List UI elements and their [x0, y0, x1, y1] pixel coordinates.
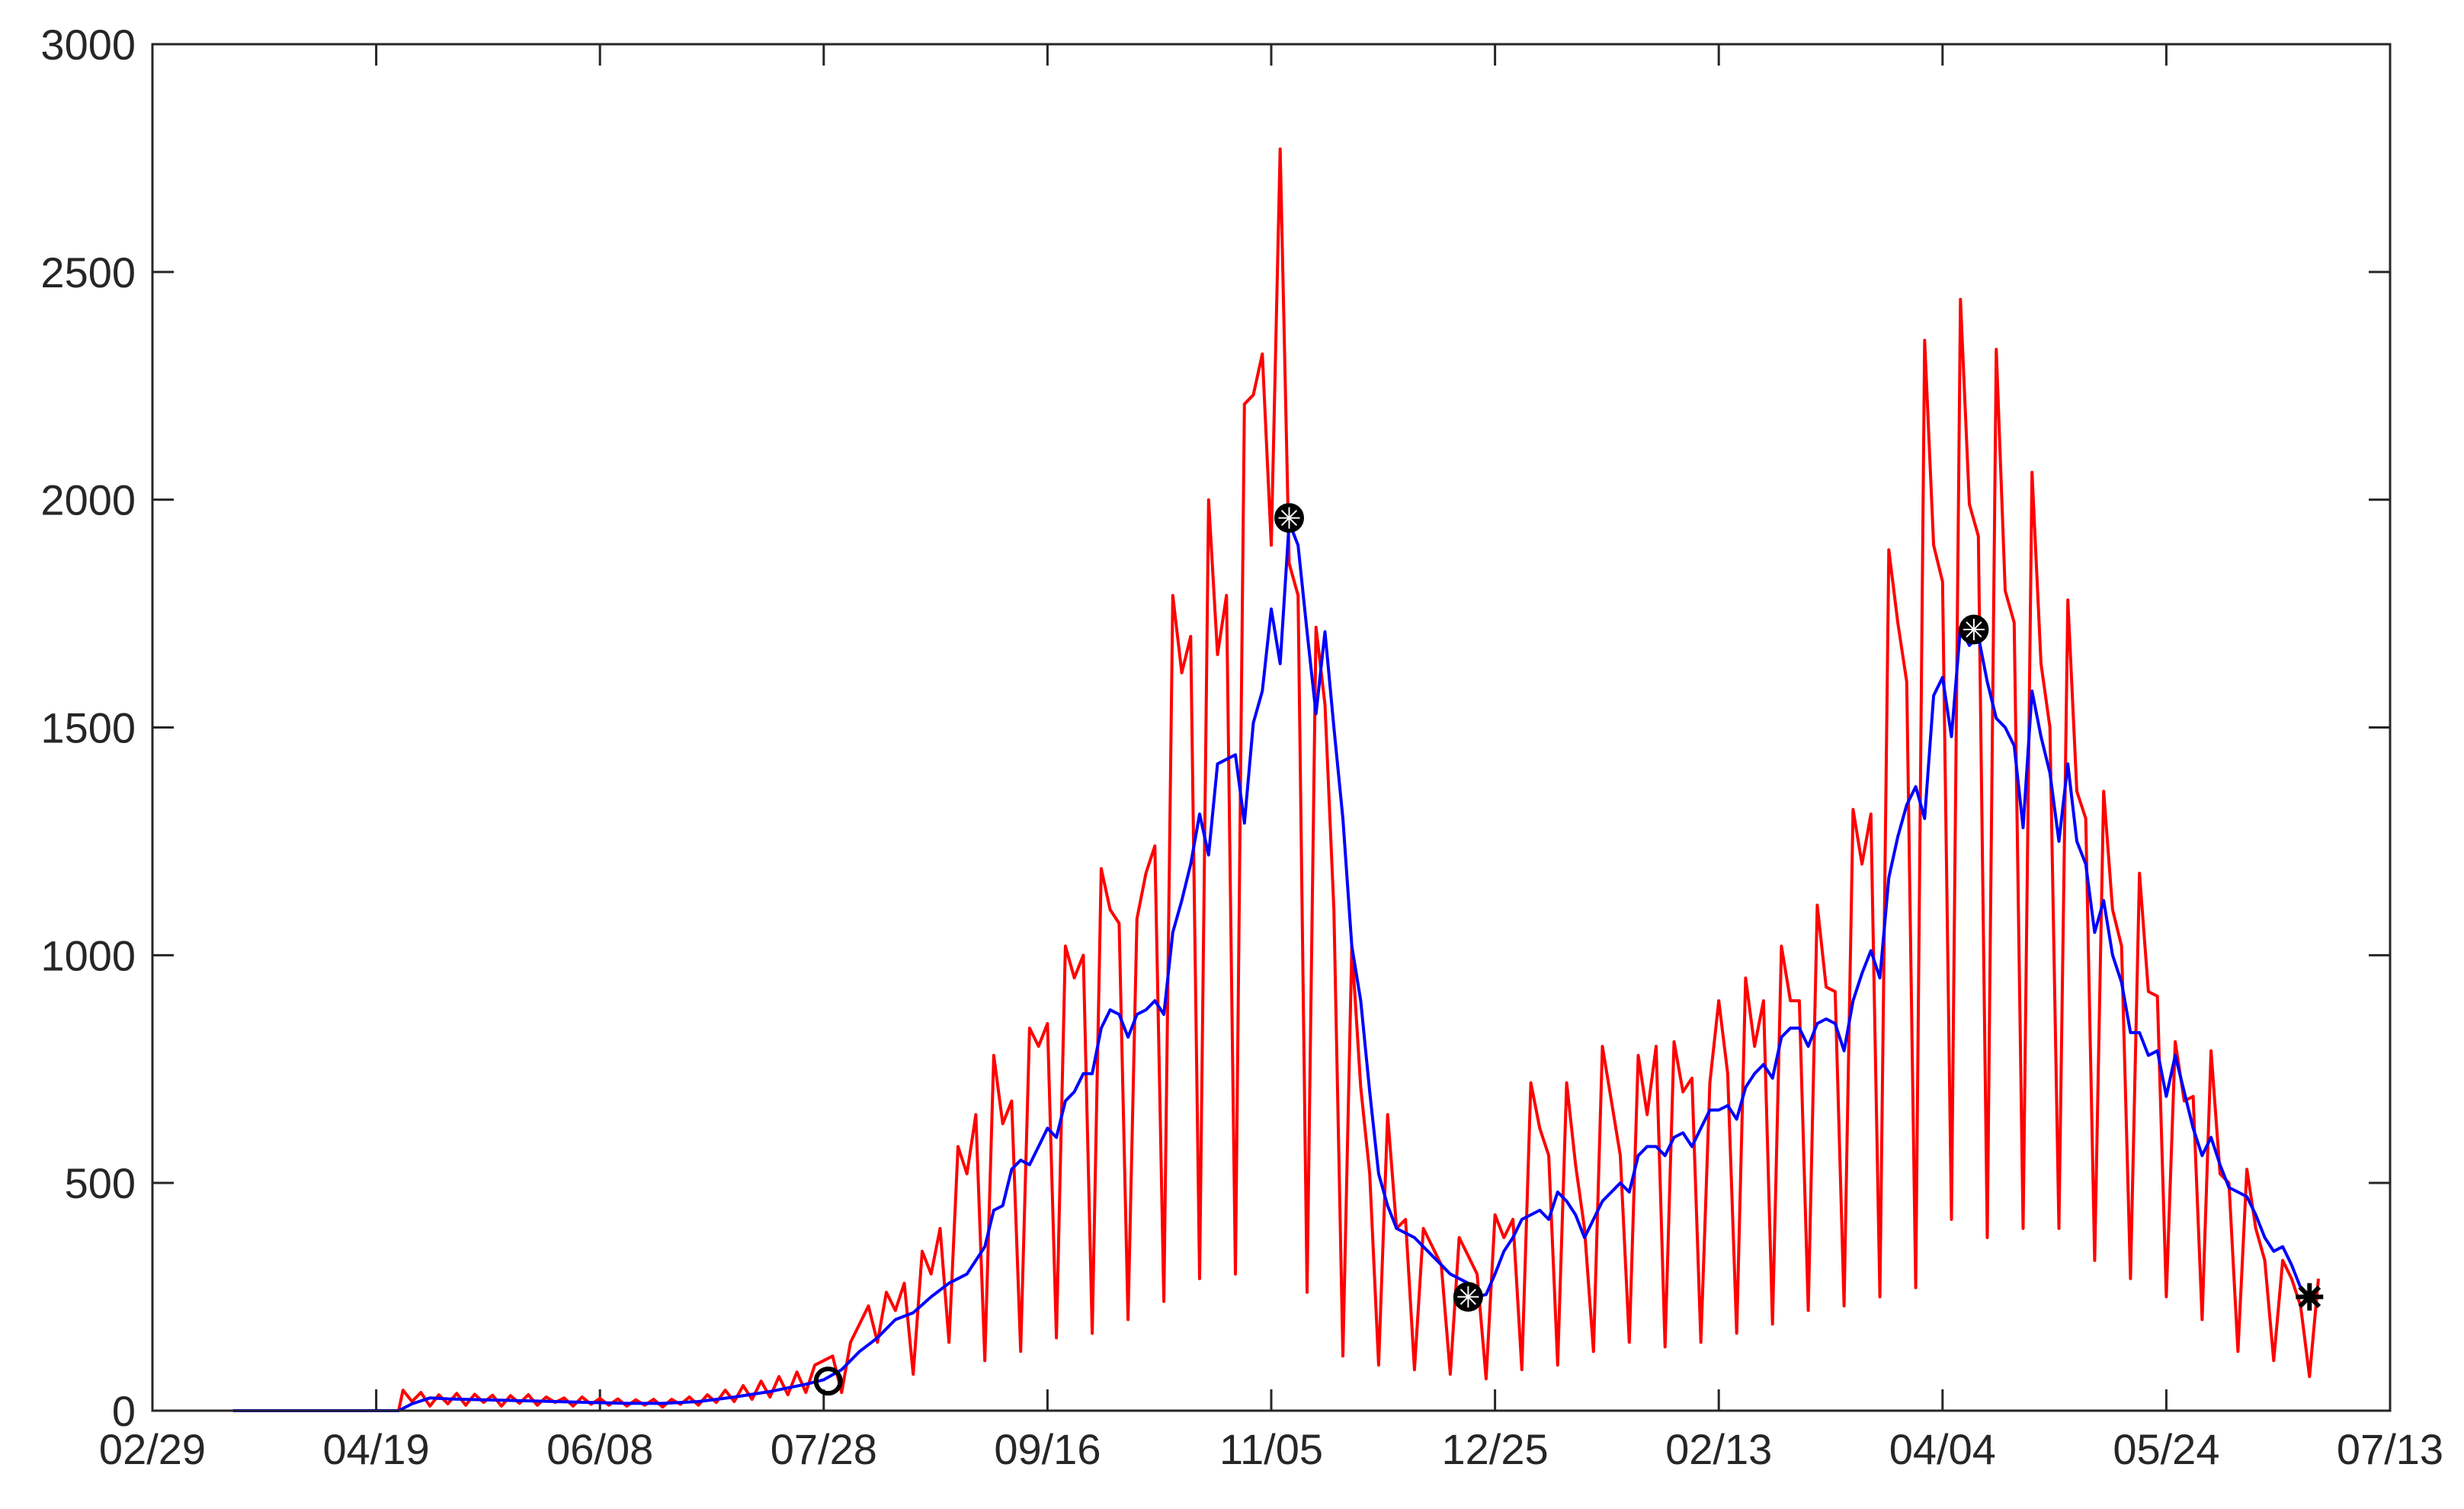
marker-circle-filled: [1274, 503, 1304, 533]
marker-circle-filled: [1959, 614, 1989, 645]
marker-circle-filled: [1453, 1282, 1483, 1312]
x-tick-label: 11/05: [1219, 1425, 1323, 1473]
y-tick-label: 2500: [40, 248, 136, 296]
x-tick-label: 06/08: [546, 1425, 653, 1473]
series-layer: [232, 147, 2320, 1412]
x-tick-label: 02/29: [99, 1425, 206, 1473]
axes: 02/29 04/19 06/08 07/28 09/16 11/05 12/25 02/13…: [40, 21, 2443, 1473]
marker-circle-open: [813, 1366, 843, 1396]
x-tick-label: 04/04: [1889, 1425, 1996, 1473]
marker-layer: [813, 503, 2324, 1396]
x-tick-label: 07/28: [771, 1425, 877, 1473]
y-tick-label: 0: [112, 1387, 136, 1435]
marker-asterisk: [2296, 1283, 2324, 1311]
x-tick-label: 12/25: [1442, 1425, 1549, 1473]
plot-frame: [151, 43, 2392, 1412]
y-tick-label: 1500: [40, 704, 136, 752]
y-tick-label: 500: [65, 1159, 136, 1207]
x-tick-label: 09/16: [994, 1425, 1101, 1473]
series-line-1: [232, 521, 2311, 1412]
x-tick-label: 07/13: [2337, 1425, 2443, 1473]
x-tick-label: 02/13: [1665, 1425, 1772, 1473]
x-tick-label: 05/24: [2113, 1425, 2219, 1473]
x-tick-label: 04/19: [323, 1425, 430, 1473]
y-tick-label: 1000: [40, 931, 136, 979]
y-tick-label: 3000: [40, 21, 136, 69]
y-tick-label: 2000: [40, 476, 136, 524]
